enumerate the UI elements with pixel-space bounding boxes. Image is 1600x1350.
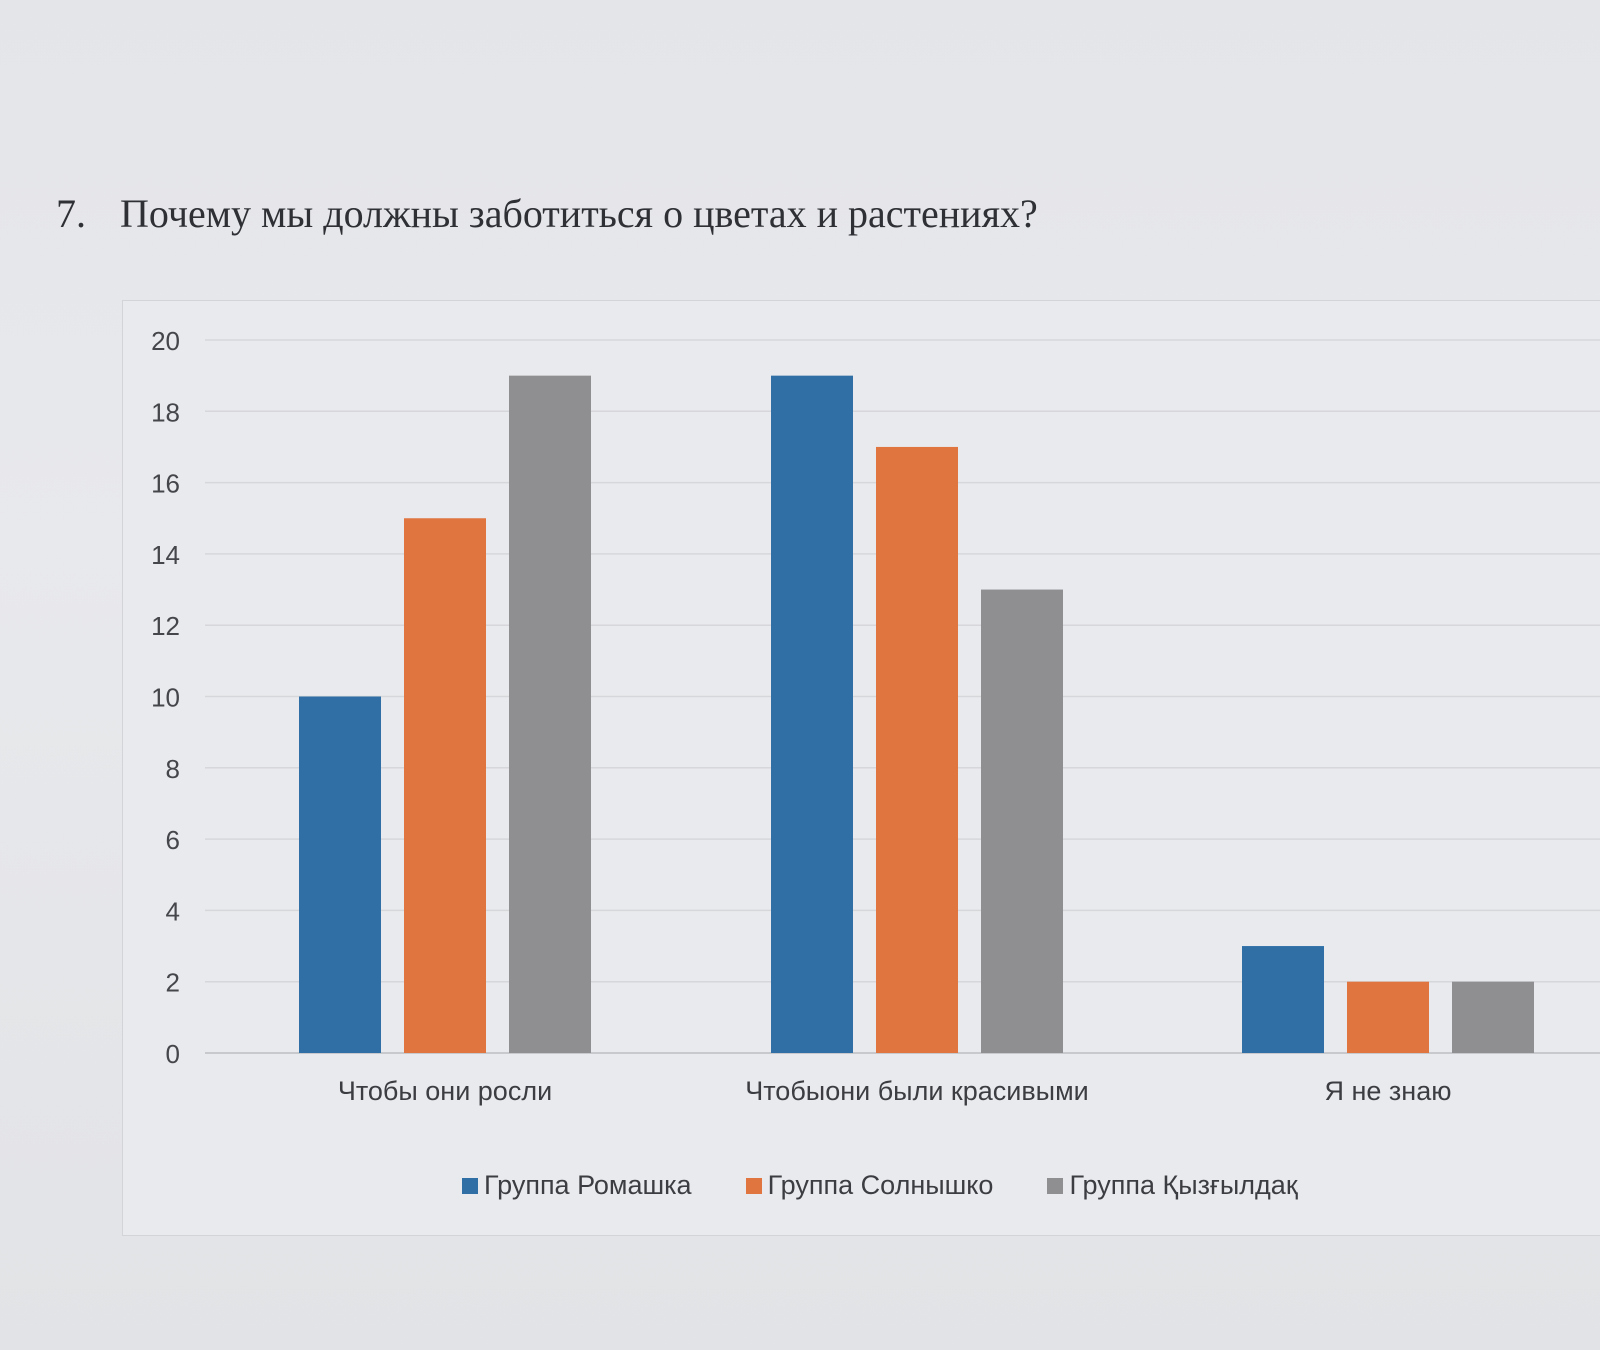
x-category-label: Чтобыони были красивыми bbox=[745, 1076, 1089, 1106]
bar bbox=[771, 375, 853, 1053]
legend-item-romashka: Группа Ромашка bbox=[462, 1170, 692, 1201]
y-tick-label: 18 bbox=[151, 397, 180, 427]
bar bbox=[876, 446, 958, 1053]
legend-swatch-romashka bbox=[462, 1177, 478, 1194]
question-number: 7. bbox=[56, 191, 86, 236]
legend-label-kyzgyldak: Группа Қызғылдақ bbox=[1069, 1170, 1298, 1200]
legend-label-romashka: Группа Ромашка bbox=[484, 1170, 692, 1200]
chart-legend: Группа Ромашка Группа Солнышко Группа Қы… bbox=[462, 1170, 1298, 1201]
bar bbox=[299, 696, 381, 1053]
bar bbox=[509, 375, 591, 1053]
y-tick-label: 4 bbox=[166, 896, 180, 926]
bar bbox=[1452, 981, 1534, 1053]
legend-swatch-solnyshko bbox=[745, 1177, 762, 1194]
y-tick-label: 0 bbox=[166, 1039, 180, 1069]
question-heading: 7. Почему мы должны заботиться о цветах и… bbox=[56, 190, 1038, 237]
y-tick-label: 8 bbox=[166, 754, 180, 784]
legend-label-solnyshko: Группа Солнышко bbox=[767, 1170, 994, 1200]
x-category-label: Я не знаю bbox=[1325, 1076, 1452, 1106]
question-text: Почему мы должны заботиться о цветах и р… bbox=[120, 191, 1038, 236]
y-tick-label: 2 bbox=[166, 968, 180, 998]
y-tick-label: 10 bbox=[151, 683, 180, 713]
bar bbox=[404, 518, 486, 1053]
y-tick-label: 6 bbox=[166, 825, 180, 855]
bar bbox=[1347, 981, 1429, 1053]
y-tick-label: 16 bbox=[151, 469, 180, 499]
legend-item-solnyshko: Группа Солнышко bbox=[745, 1170, 994, 1201]
legend-swatch-kyzgyldak bbox=[1047, 1177, 1064, 1194]
y-tick-label: 20 bbox=[151, 326, 180, 356]
bar bbox=[1242, 946, 1324, 1053]
x-category-label: Чтобы они росли bbox=[338, 1076, 552, 1106]
bar bbox=[981, 589, 1063, 1053]
y-tick-label: 14 bbox=[151, 540, 180, 570]
legend-item-kyzgyldak: Группа Қызғылдақ bbox=[1047, 1170, 1298, 1201]
y-tick-label: 12 bbox=[151, 611, 180, 641]
